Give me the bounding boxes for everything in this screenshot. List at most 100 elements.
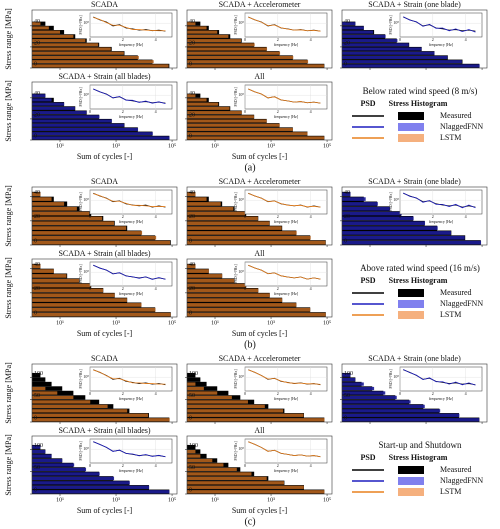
- inset-x-tick-label: 2: [122, 37, 124, 42]
- y-tick-label: 0: [189, 415, 192, 421]
- model-bar: [32, 115, 100, 119]
- inset-x-tick-label: 4: [310, 463, 312, 468]
- model-bar: [32, 449, 46, 454]
- y-tick-label: 20: [344, 214, 350, 220]
- plot-frame: [31, 435, 178, 495]
- model-bar: [32, 472, 100, 476]
- model-bar: [32, 136, 170, 140]
- measured-bar: [187, 377, 201, 382]
- model-bar: [342, 413, 460, 417]
- model-bar: [342, 206, 391, 211]
- model-bar: [187, 485, 304, 489]
- plot-frame: [341, 186, 488, 246]
- inset-x-label: frequency [Hz]: [119, 42, 144, 47]
- x-tick-label: 10⁵: [168, 320, 176, 326]
- model-bar: [187, 30, 218, 34]
- model-bar: [187, 34, 229, 38]
- model-bar: [187, 307, 311, 312]
- model-bar: [32, 400, 91, 404]
- model-bar: [342, 192, 351, 197]
- model-bar: [187, 39, 242, 43]
- model-bar: [187, 26, 207, 30]
- x-axis-label: Sum of cycles [-]: [232, 506, 288, 515]
- measured-bar: [32, 381, 52, 387]
- plot-frame: [186, 258, 333, 318]
- inset-x-tick-label: 0: [89, 391, 91, 396]
- legend-title: Above rated wind speed (16 m/s): [360, 263, 480, 273]
- model-bar: [342, 400, 411, 404]
- inset-x-tick-label: 4: [155, 286, 157, 291]
- model-bar: [342, 43, 409, 47]
- inset-y-label: PSD [-²/Hz]: [233, 192, 238, 212]
- model-bar: [187, 283, 247, 288]
- model-bar: [187, 111, 242, 115]
- model-bar: [32, 51, 124, 55]
- y-tick-label: 20: [344, 40, 350, 46]
- psd-model: [93, 441, 166, 458]
- model-bar: [342, 382, 364, 386]
- inset-x-label: frequency [Hz]: [274, 219, 299, 224]
- model-bar: [32, 211, 90, 216]
- plot-frame: [341, 9, 488, 69]
- inset-x-tick-label: 0: [244, 391, 246, 396]
- y-axis-label: Stress range [MPa]: [4, 434, 13, 496]
- inset-x-tick-label: 4: [310, 391, 312, 396]
- model-bar: [32, 127, 139, 131]
- model-bar: [342, 202, 378, 206]
- model-bar: [342, 34, 386, 38]
- subplot-title: SCADA + Strain (one blade): [368, 177, 461, 186]
- legend-label: LSTM: [440, 133, 461, 142]
- y-tick-label: 100: [189, 371, 198, 377]
- inset-x-tick-label: 4: [310, 37, 312, 42]
- x-tick-label: 10³: [112, 143, 120, 149]
- inset-x-tick-label: 4: [465, 391, 467, 396]
- x-tick-label: 10³: [112, 320, 120, 326]
- y-tick-label: 0: [189, 133, 192, 139]
- model-bar: [187, 102, 219, 106]
- inset-x-tick-label: 0: [89, 109, 91, 114]
- model-bar: [32, 409, 128, 413]
- model-bar: [32, 278, 80, 283]
- y-tick-label: 40: [344, 19, 350, 25]
- y-axis-label: Stress range [MPa]: [4, 362, 13, 424]
- plot-frame: [186, 9, 333, 69]
- subplot-title: SCADA + Accelerometer: [219, 177, 301, 186]
- model-bar: [342, 60, 462, 64]
- model-bar: [32, 231, 143, 235]
- model-bar: [32, 454, 52, 458]
- inset-y-tick-label: 10⁰: [238, 374, 244, 379]
- model-bar: [187, 64, 325, 68]
- model-bar: [187, 312, 326, 317]
- y-tick-label: 20: [34, 40, 40, 46]
- model-bar: [32, 490, 170, 494]
- legend-patch: [398, 311, 424, 319]
- inset-x-tick-label: 0: [89, 286, 91, 291]
- psd-model: [248, 441, 321, 458]
- inset-x-label: frequency [Hz]: [429, 219, 454, 224]
- plot-frame: [186, 81, 333, 141]
- inset-frame: [244, 438, 328, 464]
- inset-x-label: frequency [Hz]: [274, 42, 299, 47]
- y-tick-label: 40: [189, 19, 195, 25]
- model-bar: [32, 303, 142, 307]
- inset-y-label: PSD [-²/Hz]: [78, 369, 83, 389]
- inset-y-label: PSD [-²/Hz]: [233, 87, 238, 107]
- psd-model: [93, 264, 166, 280]
- legend-header: Stress Histogram: [389, 453, 448, 462]
- inset-x-tick-label: 0: [244, 463, 246, 468]
- inset-x-tick-label: 2: [277, 463, 279, 468]
- legend-title: Start-up and Shutdown: [379, 440, 462, 450]
- x-tick-label: 10¹: [211, 143, 219, 149]
- model-bar: [187, 395, 232, 400]
- model-bar: [342, 51, 435, 55]
- model-bar: [32, 391, 58, 395]
- y-tick-label: 40: [34, 91, 40, 97]
- model-bar: [32, 132, 153, 136]
- plot-frame: [186, 363, 333, 423]
- model-bar: [187, 240, 326, 245]
- model-bar: [32, 413, 149, 417]
- inset-frame: [244, 84, 328, 110]
- model-bar: [187, 264, 196, 269]
- model-bar: [342, 26, 364, 30]
